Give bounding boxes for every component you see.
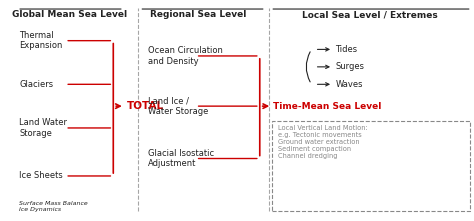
Text: Surface Mass Balance
Ice Dynamics: Surface Mass Balance Ice Dynamics bbox=[19, 201, 88, 212]
Text: Ocean Circulation
and Density: Ocean Circulation and Density bbox=[147, 46, 222, 66]
Text: Regional Sea Level: Regional Sea Level bbox=[150, 10, 246, 19]
Text: Ice Sheets: Ice Sheets bbox=[19, 171, 63, 181]
Text: Waves: Waves bbox=[335, 80, 363, 89]
Text: Local Vertical Land Motion:
e.g. Tectonic movements
Ground water extraction
Sedi: Local Vertical Land Motion: e.g. Tectoni… bbox=[278, 125, 367, 159]
Text: Land Water
Storage: Land Water Storage bbox=[19, 118, 67, 138]
Text: Thermal
Expansion: Thermal Expansion bbox=[19, 31, 63, 50]
Text: Surges: Surges bbox=[335, 62, 365, 71]
Text: Time-Mean Sea Level: Time-Mean Sea Level bbox=[273, 102, 382, 111]
Text: TOTAL: TOTAL bbox=[127, 101, 164, 111]
Text: Land Ice /
Water Storage: Land Ice / Water Storage bbox=[147, 96, 208, 116]
FancyBboxPatch shape bbox=[272, 121, 470, 211]
Text: Glacial Isostatic
Adjustment: Glacial Isostatic Adjustment bbox=[147, 149, 214, 168]
Text: Glaciers: Glaciers bbox=[19, 80, 54, 89]
Text: Tides: Tides bbox=[335, 45, 357, 54]
Text: Global Mean Sea Level: Global Mean Sea Level bbox=[12, 10, 128, 19]
Text: Local Sea Level / Extremes: Local Sea Level / Extremes bbox=[302, 10, 438, 19]
